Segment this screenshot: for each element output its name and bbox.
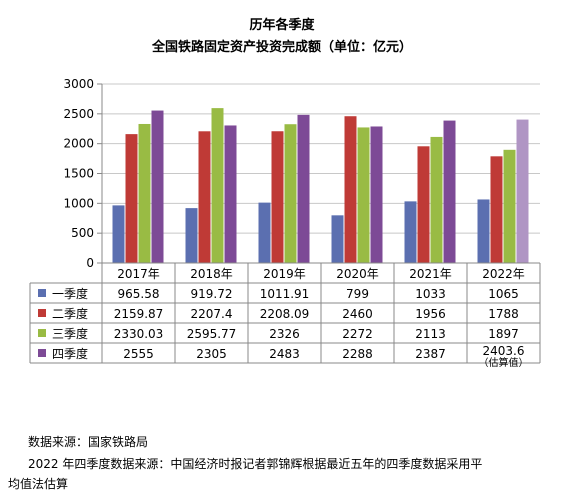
bar-1-1 — [112, 205, 125, 263]
data-label: 2403.6 — [483, 344, 525, 358]
bar-4-5 — [443, 120, 456, 263]
category-label: 2019年 — [263, 267, 306, 281]
category-label: 2018年 — [190, 267, 233, 281]
data-label: 1033 — [415, 287, 446, 301]
data-label: 799 — [346, 287, 369, 301]
data-label: 2483 — [269, 347, 300, 361]
data-label: 1788 — [488, 307, 519, 321]
category-label: 2022年 — [482, 267, 525, 281]
bar-1-5 — [404, 201, 417, 263]
data-label: 965.58 — [118, 287, 160, 301]
bar-1-2 — [185, 208, 198, 263]
bar-2-1 — [125, 134, 138, 263]
legend-swatch-3 — [38, 329, 46, 337]
data-label: 2159.87 — [114, 307, 164, 321]
data-label: 1956 — [415, 307, 446, 321]
y-tick-label: 1000 — [63, 196, 94, 210]
legend-label: 二季度 — [52, 306, 88, 321]
bar-1-6 — [477, 199, 490, 263]
data-label: 2207.4 — [191, 307, 233, 321]
data-label: 2595.77 — [187, 327, 237, 341]
bar-4-6 — [516, 119, 529, 263]
estimate-method-note-line1: 2022 年四季度数据来源：中国经济时报记者郭锦辉根据最近五年的四季度数据采用平 — [28, 457, 483, 471]
bar-chart: 0 500 1000 1500 2000 2500 3000 2017年 2018年 2019年 2… — [29, 77, 541, 369]
data-label: 1065 — [488, 287, 519, 301]
legend-swatch-1 — [38, 289, 46, 297]
data-label: 2326 — [269, 327, 300, 341]
bar-4-1 — [151, 110, 164, 263]
data-label: 2305 — [196, 347, 227, 361]
estimate-note: （估算值） — [479, 356, 529, 369]
data-label: 2387 — [415, 347, 446, 361]
chart-title: 历年各季度 — [249, 18, 315, 33]
bar-2-3 — [271, 131, 284, 263]
bar-3-5 — [430, 136, 443, 263]
bar-2-4 — [344, 116, 357, 263]
data-label: 2113 — [415, 327, 446, 341]
bar-3-4 — [357, 127, 370, 263]
category-label: 2017年 — [117, 267, 160, 281]
legend-label: 一季度 — [52, 286, 88, 301]
data-label: 2330.03 — [114, 327, 164, 341]
y-tick-label: 1500 — [63, 167, 94, 181]
data-label: 1897 — [488, 327, 519, 341]
bar-2-2 — [198, 131, 211, 263]
data-label: 2272 — [342, 327, 373, 341]
bar-1-4 — [331, 215, 344, 263]
y-tick-label: 3000 — [63, 77, 94, 91]
bar-3-2 — [211, 108, 224, 264]
data-label: 2555 — [123, 347, 154, 361]
bar-3-6 — [503, 149, 516, 263]
data-label: 2208.09 — [260, 307, 310, 321]
data-label: 2460 — [342, 307, 373, 321]
legend-label: 四季度 — [52, 346, 88, 361]
bar-2-6 — [490, 156, 503, 263]
category-label: 2021年 — [409, 267, 452, 281]
bar-4-2 — [224, 125, 237, 264]
data-label: 2288 — [342, 347, 373, 361]
estimate-method-note-line2: 均值法估算 — [8, 477, 69, 491]
data-label: 1011.91 — [260, 287, 310, 301]
data-source-note: 数据来源：国家铁路局 — [28, 435, 149, 449]
bar-3-3 — [284, 124, 297, 263]
chart-subtitle: 全国铁路固定资产投资完成额（单位：亿元） — [151, 40, 412, 55]
y-tick-label: 0 — [86, 256, 94, 270]
bar-1-3 — [258, 202, 271, 263]
bar-2-5 — [417, 146, 430, 263]
data-label: 919.72 — [191, 287, 233, 301]
y-tick-label: 2500 — [63, 107, 94, 121]
legend-swatch-4 — [38, 349, 46, 357]
category-label: 2020年 — [336, 267, 379, 281]
legend-swatch-2 — [38, 309, 46, 317]
bar-4-3 — [297, 114, 310, 264]
y-tick-label: 500 — [71, 226, 94, 240]
y-tick-label: 2000 — [63, 137, 94, 151]
legend-label: 三季度 — [52, 326, 88, 341]
bar-4-4 — [370, 126, 383, 263]
bar-3-1 — [138, 123, 151, 263]
